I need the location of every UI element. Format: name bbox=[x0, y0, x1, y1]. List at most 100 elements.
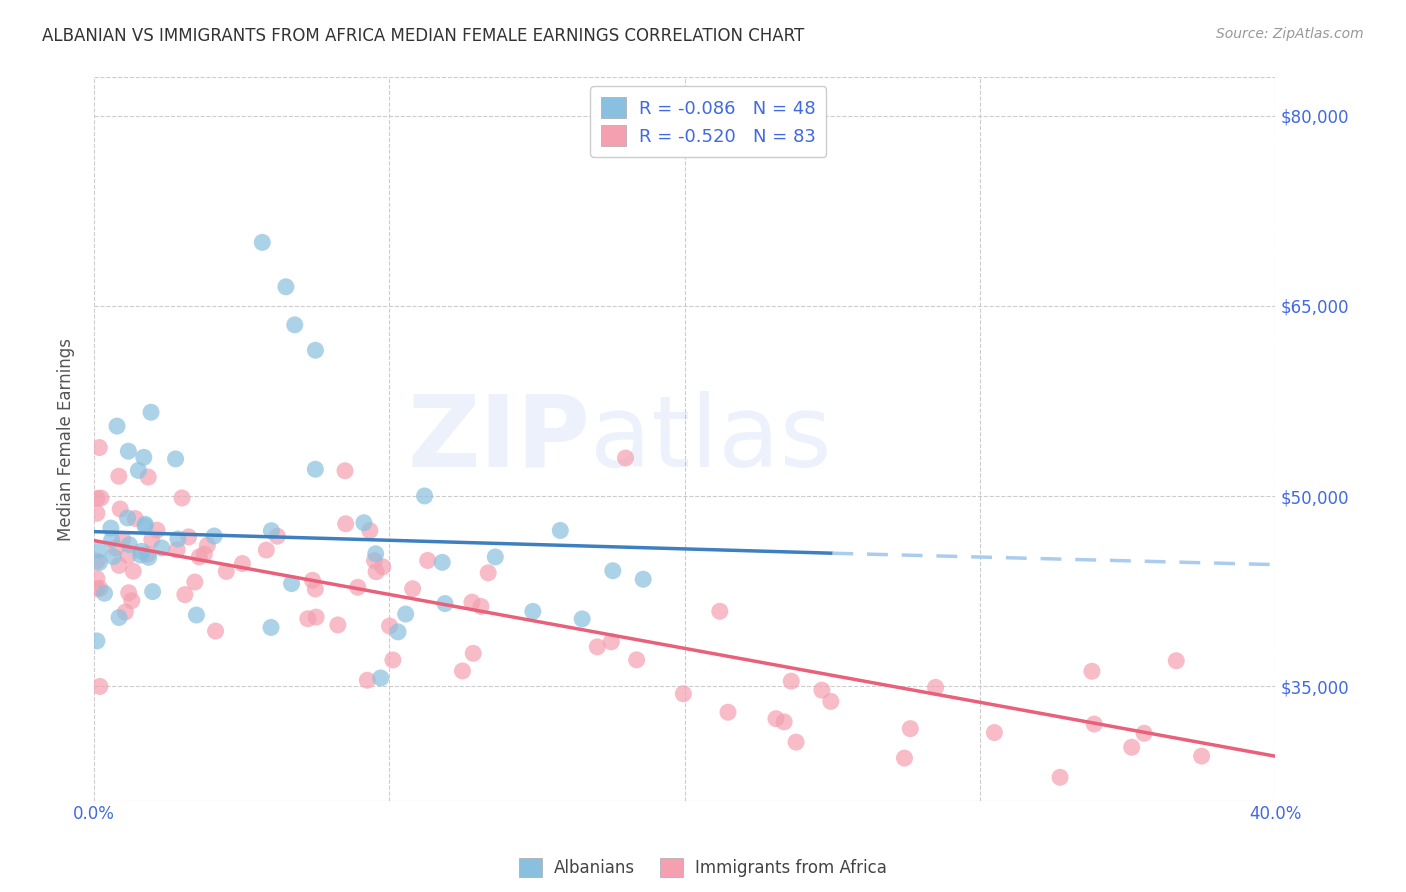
Immigrants from Africa bbox=[378, 619, 401, 633]
Immigrants from Africa bbox=[89, 441, 111, 455]
Albanians bbox=[387, 624, 409, 639]
Albanians bbox=[353, 516, 375, 530]
Immigrants from Africa bbox=[626, 653, 648, 667]
Immigrants from Africa bbox=[108, 558, 131, 573]
Immigrants from Africa bbox=[1083, 717, 1105, 731]
Immigrants from Africa bbox=[477, 566, 499, 580]
Albanians bbox=[131, 544, 153, 558]
Albanians bbox=[93, 586, 115, 600]
Immigrants from Africa bbox=[86, 491, 108, 506]
Immigrants from Africa bbox=[1133, 726, 1156, 740]
Albanians bbox=[132, 450, 155, 465]
Text: ZIP: ZIP bbox=[408, 391, 591, 488]
Immigrants from Africa bbox=[114, 605, 136, 619]
Immigrants from Africa bbox=[820, 694, 842, 708]
Albanians bbox=[142, 584, 165, 599]
Immigrants from Africa bbox=[1166, 654, 1188, 668]
Immigrants from Africa bbox=[297, 612, 319, 626]
Immigrants from Africa bbox=[333, 464, 356, 478]
Albanians bbox=[364, 547, 387, 561]
Immigrants from Africa bbox=[470, 599, 492, 614]
Immigrants from Africa bbox=[898, 722, 921, 736]
Immigrants from Africa bbox=[90, 491, 112, 505]
Immigrants from Africa bbox=[121, 593, 143, 607]
Immigrants from Africa bbox=[124, 511, 146, 525]
Immigrants from Africa bbox=[363, 553, 385, 567]
Albanians bbox=[139, 405, 162, 419]
Albanians bbox=[260, 524, 283, 538]
Albanians bbox=[134, 519, 156, 533]
Immigrants from Africa bbox=[780, 674, 803, 689]
Immigrants from Africa bbox=[195, 538, 218, 552]
Y-axis label: Median Female Earnings: Median Female Earnings bbox=[58, 337, 75, 541]
Immigrants from Africa bbox=[402, 582, 425, 596]
Albanians bbox=[284, 318, 307, 332]
Immigrants from Africa bbox=[326, 618, 349, 632]
Immigrants from Africa bbox=[364, 565, 387, 579]
Immigrants from Africa bbox=[785, 735, 807, 749]
Albanians bbox=[108, 610, 131, 624]
Immigrants from Africa bbox=[89, 582, 111, 596]
Albanians bbox=[186, 607, 208, 622]
Immigrants from Africa bbox=[107, 469, 129, 483]
Immigrants from Africa bbox=[170, 491, 193, 505]
Immigrants from Africa bbox=[86, 506, 108, 520]
Immigrants from Africa bbox=[215, 565, 238, 579]
Albanians bbox=[118, 538, 141, 552]
Immigrants from Africa bbox=[461, 595, 484, 609]
Immigrants from Africa bbox=[335, 516, 357, 531]
Immigrants from Africa bbox=[266, 529, 288, 543]
Immigrants from Africa bbox=[86, 572, 108, 586]
Immigrants from Africa bbox=[893, 751, 915, 765]
Immigrants from Africa bbox=[1191, 749, 1213, 764]
Albanians bbox=[631, 572, 654, 586]
Immigrants from Africa bbox=[188, 549, 211, 564]
Immigrants from Africa bbox=[117, 549, 139, 563]
Albanians bbox=[103, 549, 125, 564]
Immigrants from Africa bbox=[709, 604, 731, 618]
Immigrants from Africa bbox=[717, 705, 740, 719]
Immigrants from Africa bbox=[811, 683, 834, 698]
Immigrants from Africa bbox=[305, 610, 328, 624]
Immigrants from Africa bbox=[1121, 740, 1143, 755]
Immigrants from Africa bbox=[359, 524, 381, 538]
Albanians bbox=[252, 235, 274, 250]
Text: ALBANIAN VS IMMIGRANTS FROM AFRICA MEDIAN FEMALE EARNINGS CORRELATION CHART: ALBANIAN VS IMMIGRANTS FROM AFRICA MEDIA… bbox=[42, 27, 804, 45]
Immigrants from Africa bbox=[983, 725, 1005, 739]
Albanians bbox=[280, 576, 302, 591]
Albanians bbox=[127, 463, 149, 477]
Albanians bbox=[304, 462, 326, 476]
Text: atlas: atlas bbox=[591, 391, 832, 488]
Immigrants from Africa bbox=[765, 712, 787, 726]
Immigrants from Africa bbox=[614, 451, 637, 466]
Albanians bbox=[100, 521, 122, 535]
Legend: Albanians, Immigrants from Africa: Albanians, Immigrants from Africa bbox=[512, 851, 894, 884]
Immigrants from Africa bbox=[108, 502, 131, 516]
Immigrants from Africa bbox=[600, 635, 623, 649]
Albanians bbox=[571, 612, 593, 626]
Albanians bbox=[484, 549, 506, 564]
Albanians bbox=[202, 529, 225, 543]
Immigrants from Africa bbox=[1081, 665, 1104, 679]
Immigrants from Africa bbox=[104, 541, 127, 555]
Albanians bbox=[100, 533, 122, 547]
Albanians bbox=[105, 419, 128, 434]
Immigrants from Africa bbox=[89, 680, 111, 694]
Albanians bbox=[602, 564, 624, 578]
Immigrants from Africa bbox=[672, 687, 695, 701]
Immigrants from Africa bbox=[177, 530, 200, 544]
Immigrants from Africa bbox=[1049, 770, 1071, 784]
Immigrants from Africa bbox=[451, 664, 474, 678]
Immigrants from Africa bbox=[381, 653, 404, 667]
Immigrants from Africa bbox=[193, 547, 215, 561]
Immigrants from Africa bbox=[463, 646, 485, 660]
Immigrants from Africa bbox=[204, 624, 226, 638]
Immigrants from Africa bbox=[586, 640, 609, 654]
Albanians bbox=[165, 451, 187, 466]
Albanians bbox=[433, 597, 456, 611]
Albanians bbox=[117, 511, 139, 525]
Immigrants from Africa bbox=[254, 543, 277, 558]
Immigrants from Africa bbox=[146, 523, 169, 537]
Albanians bbox=[134, 517, 156, 532]
Immigrants from Africa bbox=[166, 542, 188, 557]
